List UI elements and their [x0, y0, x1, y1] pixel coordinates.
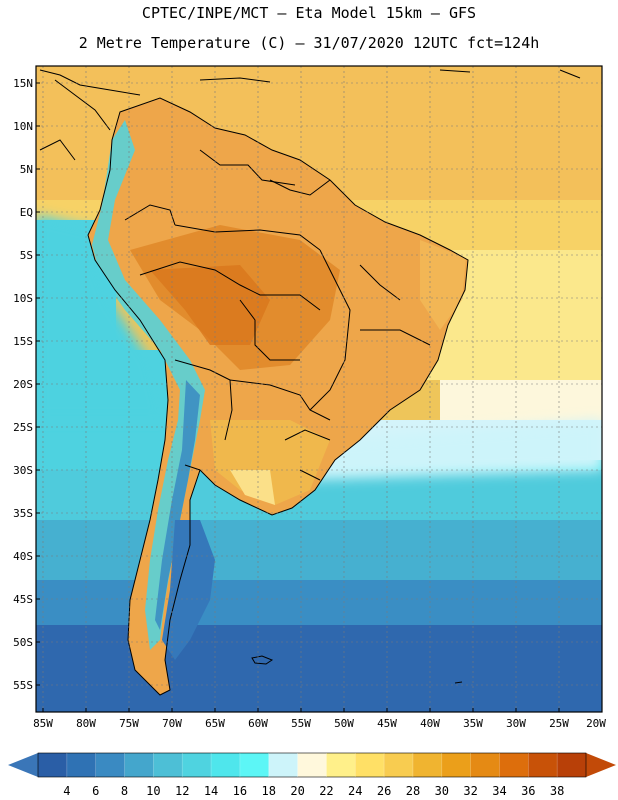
colorbar-label: 12: [175, 784, 189, 798]
colorbar-swatch: [499, 753, 529, 777]
colorbar-label: 34: [492, 784, 506, 798]
lat-label: 20S: [13, 378, 33, 391]
colorbar-label: 18: [262, 784, 276, 798]
lon-label: 40W: [420, 717, 440, 730]
colorbar-label: 8: [121, 784, 128, 798]
country-borders: [39, 79, 469, 696]
lat-label: 15N: [13, 77, 33, 90]
colorbar-swatch: [326, 753, 356, 777]
colorbar-label: 32: [463, 784, 477, 798]
lat-label: 35S: [13, 507, 33, 520]
colorbar-swatch: [384, 753, 414, 777]
lat-label: 50S: [13, 636, 33, 649]
colorbar-swatch: [528, 753, 558, 777]
lat-label: 10N: [13, 120, 33, 133]
colorbar-label: 36: [521, 784, 535, 798]
colorbar-low-arrow: [8, 753, 38, 777]
map-title: CPTEC/INPE/MCT – Eta Model 15km – GFS: [141, 4, 477, 22]
colorbar: 4 6 8 10 12 14 16 18 20 22 24 26 28 30 32 34 36 38: [8, 752, 616, 798]
colorbar-swatch: [153, 753, 183, 777]
lon-label: 35W: [463, 717, 483, 730]
map-frame: [35, 65, 603, 713]
colorbar-label: 26: [377, 784, 391, 798]
latitude-labels: 15N 10N 5N EQ 5S 10S 15S 20S 25S 30S 35S…: [13, 77, 33, 692]
map-field: [36, 66, 602, 712]
lat-label: 40S: [13, 550, 33, 563]
lon-label: 80W: [76, 717, 96, 730]
lon-label: 85W: [33, 717, 53, 730]
colorbar-label: 30: [435, 784, 449, 798]
colorbar-swatch: [239, 753, 270, 777]
lat-label: 5S: [20, 249, 33, 262]
colorbar-swatch: [412, 753, 443, 777]
colorbar-swatch: [38, 753, 68, 777]
caribbean-coast: [39, 69, 581, 96]
lon-label: 60W: [248, 717, 268, 730]
lon-label: 70W: [162, 717, 182, 730]
longitude-labels: 85W 80W 75W 70W 65W 60W 55W 50W 45W 40W …: [33, 717, 606, 730]
colorbar-label: 10: [146, 784, 160, 798]
colorbar-swatch: [470, 753, 500, 777]
lon-label: 65W: [205, 717, 225, 730]
lon-label: 55W: [291, 717, 311, 730]
colorbar-swatch: [297, 753, 327, 777]
lon-label: 45W: [377, 717, 397, 730]
lon-label: 50W: [334, 717, 354, 730]
lon-label: 75W: [119, 717, 139, 730]
lon-label: 25W: [549, 717, 569, 730]
colorbar-label: 28: [406, 784, 420, 798]
colorbar-swatch: [182, 753, 212, 777]
lat-label: 5N: [20, 163, 33, 176]
colorbar-label: 22: [319, 784, 333, 798]
colorbar-label: 4: [63, 784, 70, 798]
colorbar-label: 20: [290, 784, 304, 798]
colorbar-high-arrow: [586, 753, 616, 777]
colorbar-label: 38: [550, 784, 564, 798]
lon-label: 30W: [506, 717, 526, 730]
lat-label: 55S: [13, 679, 33, 692]
colorbar-label: 6: [92, 784, 99, 798]
map-subtitle: 2 Metre Temperature (C) – 31/07/2020 12U…: [78, 34, 540, 52]
colorbar-swatch: [441, 753, 472, 777]
lat-label: 25S: [13, 421, 33, 434]
lat-label: 30S: [13, 464, 33, 477]
lon-label: 20W: [586, 717, 606, 730]
lat-label: EQ: [20, 206, 33, 219]
colorbar-swatch: [355, 753, 385, 777]
lat-label: 10S: [13, 292, 33, 305]
colorbar-swatch: [66, 753, 97, 777]
colorbar-label: 16: [233, 784, 247, 798]
colorbar-label: 24: [348, 784, 362, 798]
lat-label: 45S: [13, 593, 33, 606]
colorbar-swatch: [211, 753, 241, 777]
colorbar-swatch: [557, 753, 587, 777]
colorbar-label: 14: [204, 784, 218, 798]
grid-lines: [36, 66, 602, 712]
falkland-islands: [251, 655, 463, 684]
tick-marks: [36, 82, 560, 712]
colorbar-swatch: [124, 753, 154, 777]
colorbar-swatch: [95, 753, 126, 777]
colorbar-swatch: [268, 753, 299, 777]
lat-label: 15S: [13, 335, 33, 348]
